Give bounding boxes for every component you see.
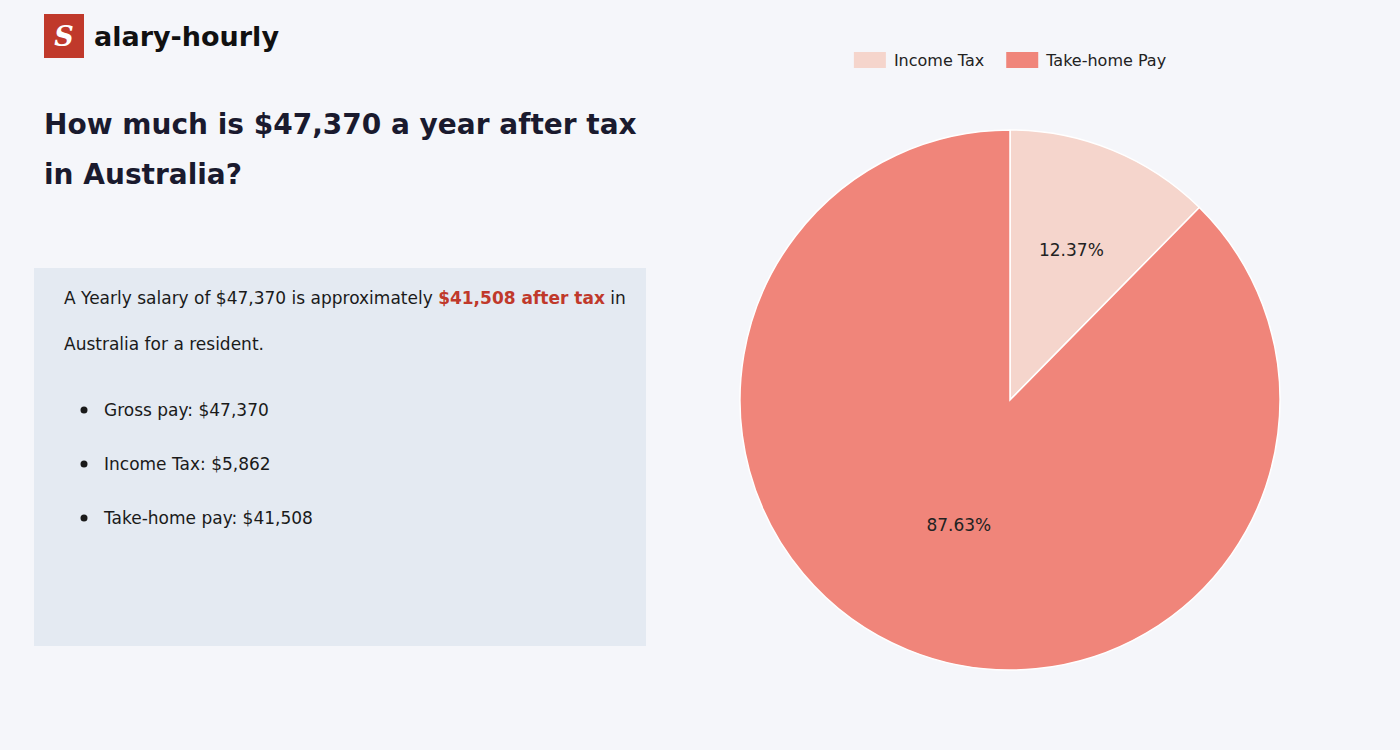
data-label: 12.37% (1039, 240, 1104, 260)
annotation: Gross pay: $47,370 (104, 400, 269, 420)
legend-swatch (854, 52, 886, 68)
annotation-segment: in (605, 288, 626, 308)
title: How much is $47,370 a year after tax in A… (44, 108, 637, 191)
background (0, 0, 1400, 750)
annotation: Take-home pay: $41,508 (103, 508, 313, 528)
legend-label: Income Tax (894, 51, 984, 70)
annotation: Income Tax: $5,862 (104, 454, 271, 474)
annotation-segment: Income Tax: $5,862 (104, 454, 271, 474)
annotation: Australia for a resident. (64, 334, 264, 354)
title-line: in Australia? (44, 158, 242, 191)
annotation: A Yearly salary of $47,370 is approximat… (64, 288, 626, 308)
annotation-segment: $41,508 after tax (438, 288, 605, 308)
annotation-segment: Australia for a resident. (64, 334, 264, 354)
text-panel: Salary-hourly How much is $47,370 a year … (34, 14, 646, 646)
annotation-segment: Gross pay: $47,370 (104, 400, 269, 420)
pie-slice (740, 130, 1280, 670)
info-box (34, 268, 646, 646)
bullet-dot (81, 461, 88, 468)
bullet-item: Take-home pay: $41,508 (81, 508, 313, 528)
title-line: How much is $47,370 a year after tax (44, 108, 637, 141)
logo-text: alary-hourly (94, 21, 279, 52)
legend-swatch (1006, 52, 1038, 68)
body-line: Australia for a resident. (64, 334, 264, 354)
logo-box (44, 14, 84, 58)
legend: Income Tax Take-home Pay (854, 51, 1166, 70)
bullet-item: Income Tax: $5,862 (81, 454, 271, 474)
pie (740, 130, 1280, 670)
annotation-segment: Take-home pay: $41,508 (103, 508, 313, 528)
logo: Salary-hourly (44, 14, 279, 58)
body-line: A Yearly salary of $47,370 is approximat… (64, 288, 626, 308)
bullet-item: Gross pay: $47,370 (81, 400, 269, 420)
bullet-dot (81, 515, 88, 522)
chart: Salary-hourly How much is $47,370 a year … (0, 0, 1400, 750)
annotation-segment: A Yearly salary of $47,370 is approximat… (64, 288, 438, 308)
legend-label: Take-home Pay (1045, 51, 1166, 70)
logo-letter: S (54, 21, 74, 52)
legend-item: Income Tax (854, 51, 984, 70)
data-labels: 12.37% 87.63% (926, 240, 1103, 535)
data-label: 87.63% (926, 515, 991, 535)
bullet-dot (81, 407, 88, 414)
legend-item: Take-home Pay (1006, 51, 1166, 70)
